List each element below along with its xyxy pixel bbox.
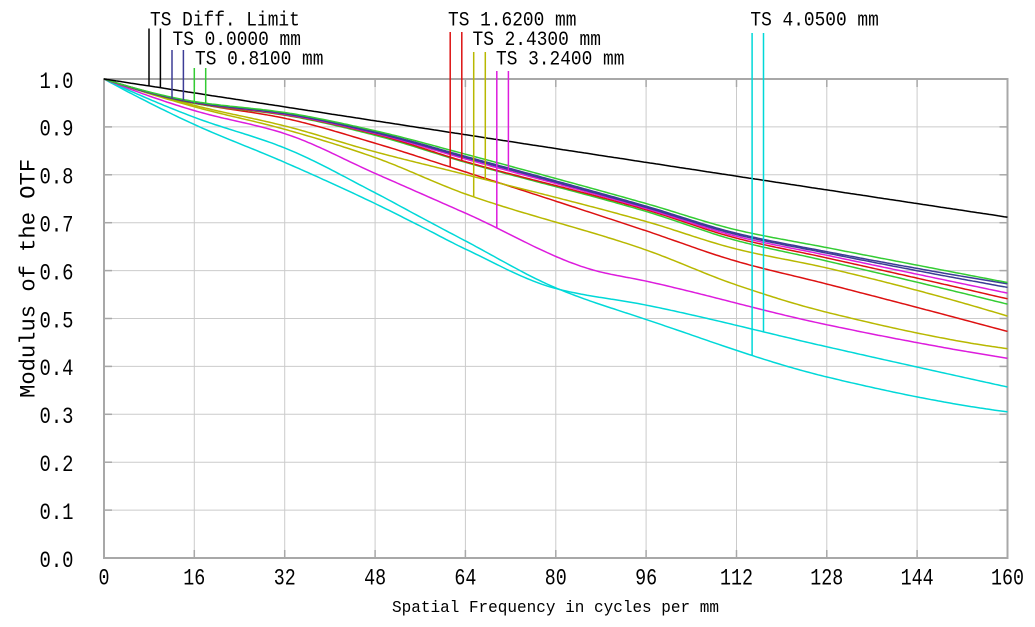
svg-text:0.8: 0.8 bbox=[40, 165, 74, 191]
svg-text:0.4: 0.4 bbox=[40, 356, 74, 382]
svg-text:0.6: 0.6 bbox=[40, 260, 74, 286]
svg-text:0: 0 bbox=[99, 565, 110, 591]
svg-text:160: 160 bbox=[991, 565, 1024, 591]
svg-text:TS 0.0000 mm: TS 0.0000 mm bbox=[173, 29, 301, 52]
svg-text:1.0: 1.0 bbox=[40, 69, 74, 95]
svg-text:0.1: 0.1 bbox=[40, 500, 74, 526]
svg-text:Spatial Frequency in cycles pe: Spatial Frequency in cycles per mm bbox=[392, 599, 719, 618]
svg-text:64: 64 bbox=[454, 565, 476, 591]
svg-text:144: 144 bbox=[901, 565, 934, 591]
svg-text:Modulus of the OTF: Modulus of the OTF bbox=[17, 159, 42, 398]
svg-text:0.2: 0.2 bbox=[40, 452, 74, 478]
svg-text:0.3: 0.3 bbox=[40, 404, 74, 430]
svg-text:0.9: 0.9 bbox=[40, 117, 74, 143]
svg-text:TS 1.6200 mm: TS 1.6200 mm bbox=[448, 10, 576, 33]
svg-text:TS Diff. Limit: TS Diff. Limit bbox=[150, 10, 300, 33]
svg-text:16: 16 bbox=[183, 565, 205, 591]
svg-text:0.5: 0.5 bbox=[40, 308, 74, 334]
svg-text:TS 4.0500 mm: TS 4.0500 mm bbox=[750, 10, 878, 33]
svg-text:80: 80 bbox=[545, 565, 567, 591]
svg-text:TS 2.4300 mm: TS 2.4300 mm bbox=[473, 29, 601, 52]
svg-text:128: 128 bbox=[810, 565, 843, 591]
svg-text:TS 3.2400 mm: TS 3.2400 mm bbox=[496, 49, 624, 72]
svg-text:112: 112 bbox=[720, 565, 753, 591]
svg-text:96: 96 bbox=[635, 565, 657, 591]
svg-text:0.7: 0.7 bbox=[40, 213, 74, 239]
svg-text:0.0: 0.0 bbox=[40, 548, 74, 574]
svg-text:TS 0.8100 mm: TS 0.8100 mm bbox=[195, 49, 323, 72]
svg-text:48: 48 bbox=[364, 565, 386, 591]
svg-text:32: 32 bbox=[274, 565, 296, 591]
